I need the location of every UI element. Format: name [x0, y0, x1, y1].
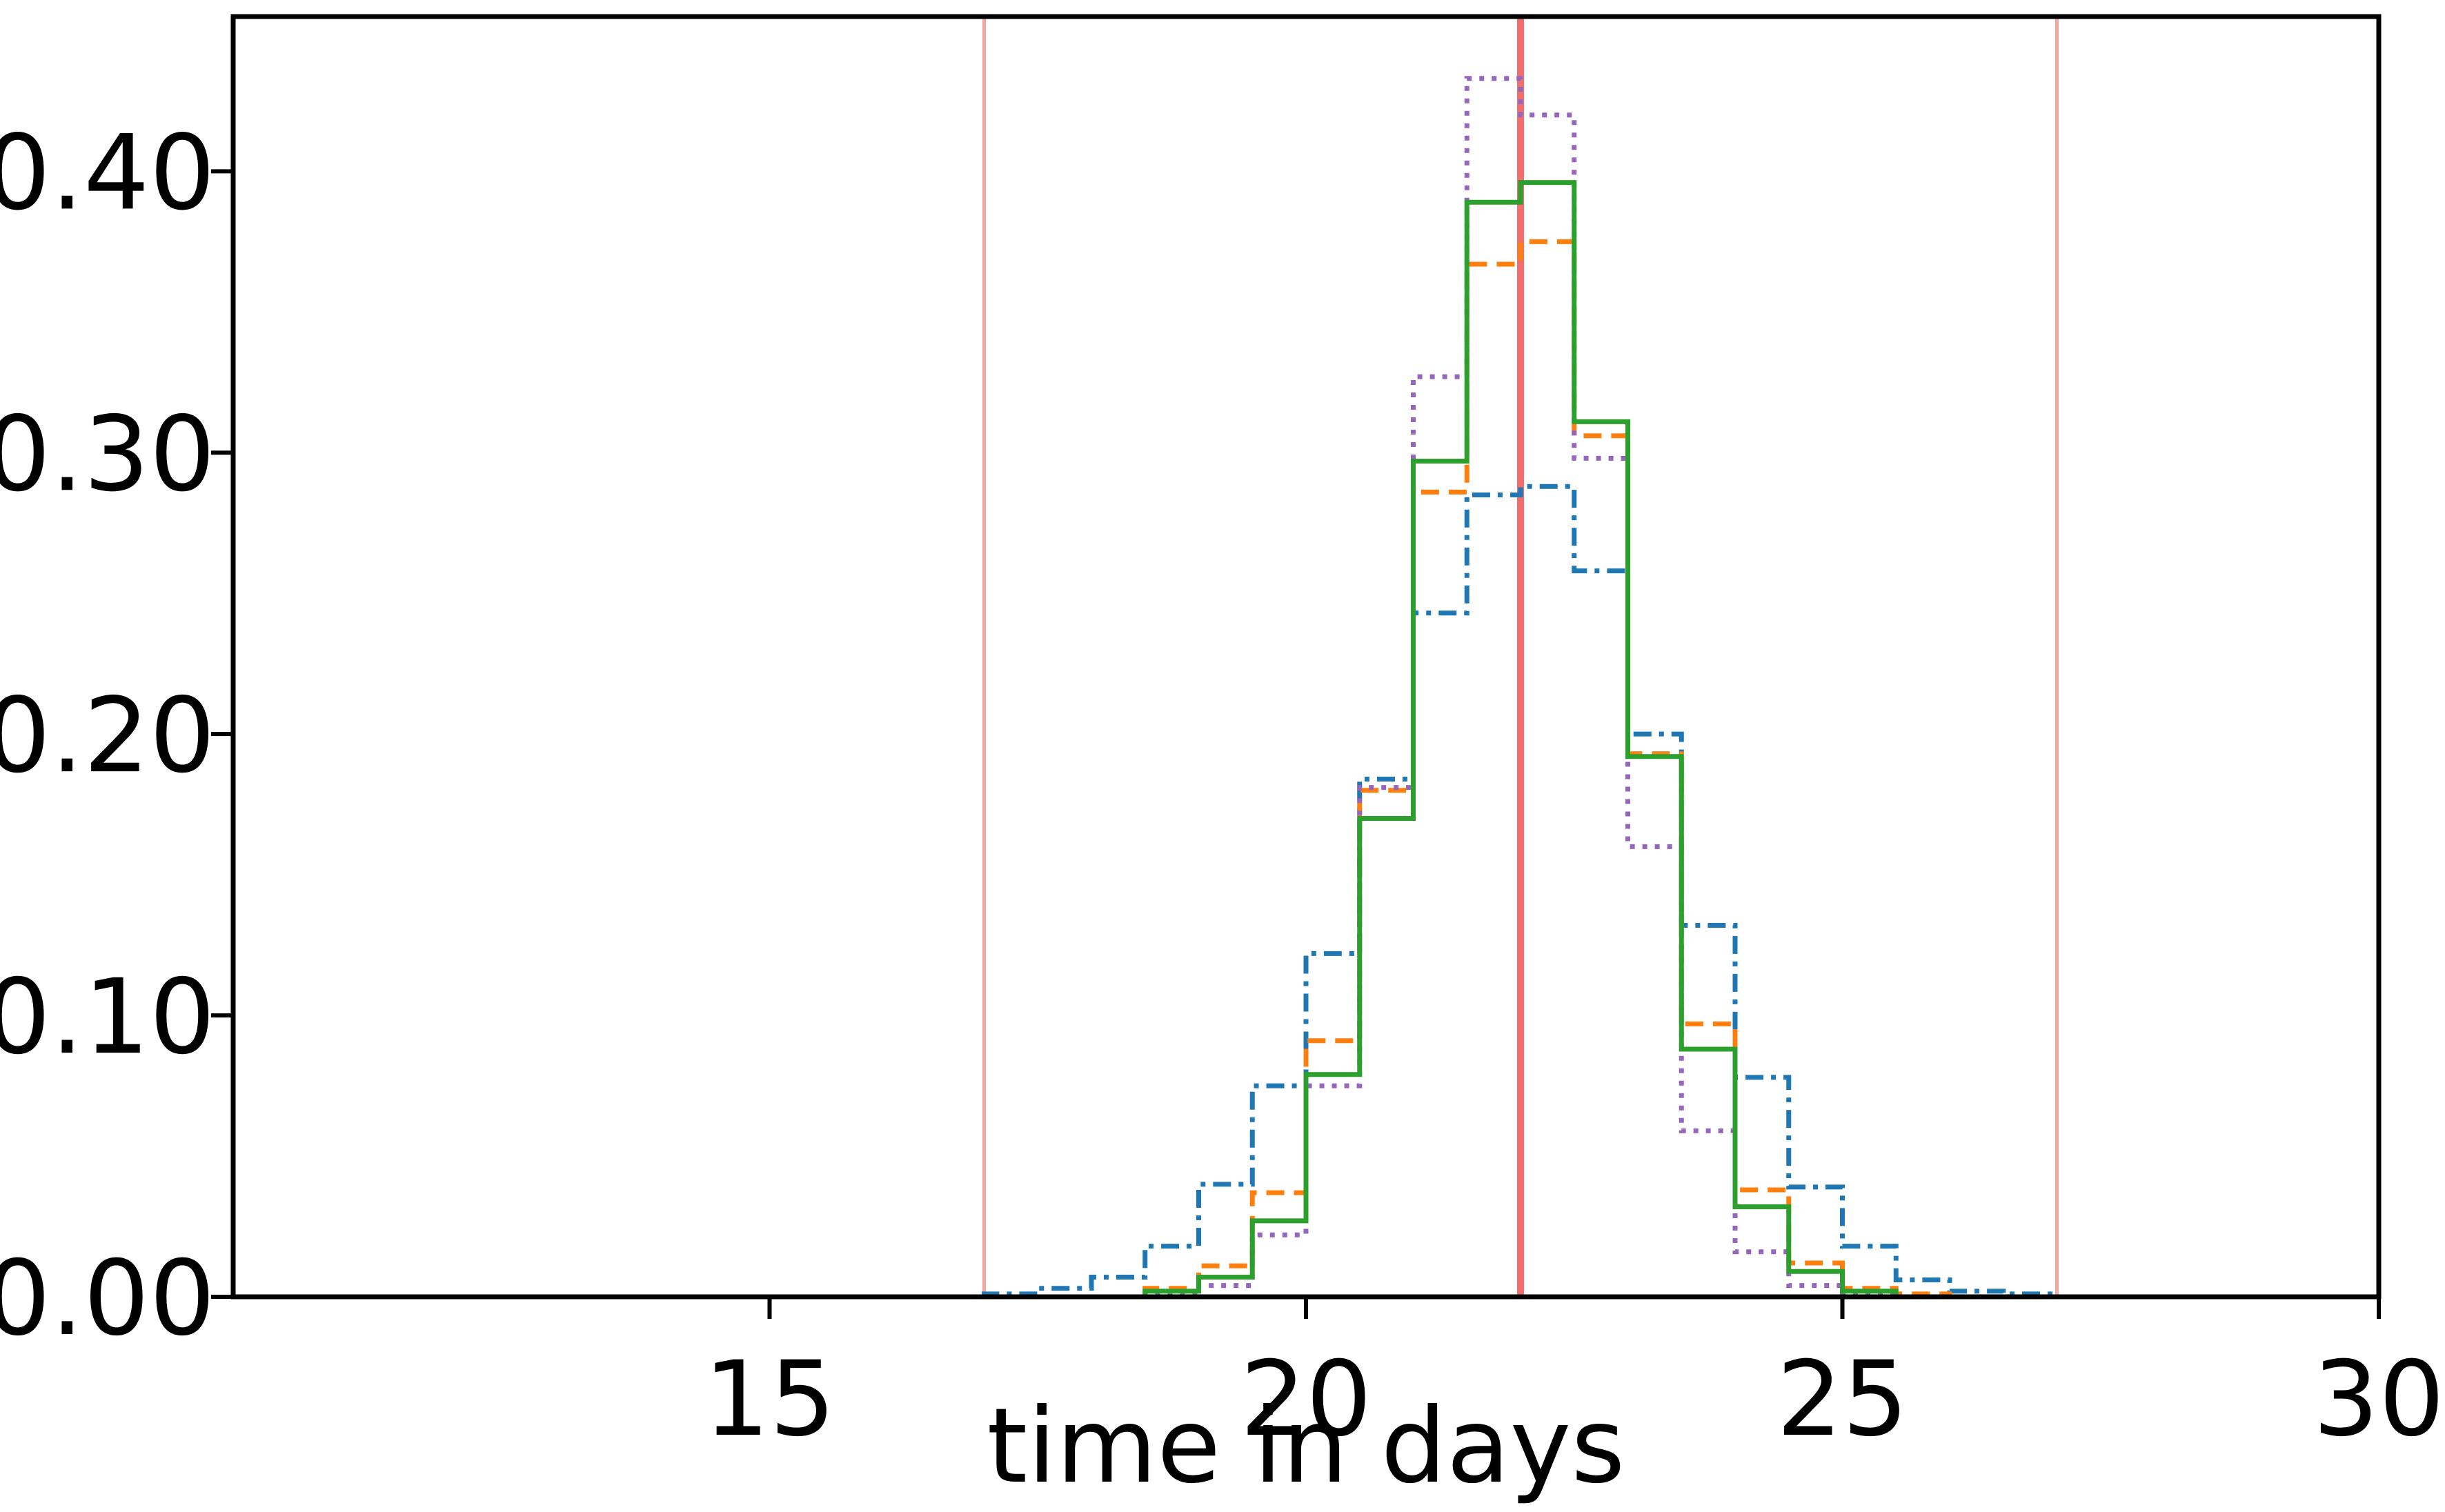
- y-tick-label: 0.30: [0, 395, 215, 515]
- x-tick-label: 15: [704, 1340, 835, 1460]
- y-tick-label: 0.00: [0, 1239, 215, 1359]
- series-0-step: [982, 484, 2059, 1297]
- x-tick-label: 30: [2313, 1340, 2445, 1460]
- x-axis-ticks: 15 20 25 30: [704, 1297, 2444, 1460]
- x-tick-label: 25: [1776, 1340, 1908, 1460]
- y-axis-ticks: 0.00 0.10 0.20 0.30 0.40: [0, 113, 233, 1359]
- x-axis-label: time in days: [987, 1386, 1625, 1506]
- y-tick-label: 0.20: [0, 676, 215, 796]
- series-steps: [982, 76, 2059, 1300]
- series-3-step: [984, 180, 2057, 1300]
- reference-lines: [982, 17, 2059, 1297]
- x-tick-label: 20: [1240, 1340, 1372, 1460]
- y-tick-label: 0.10: [0, 957, 215, 1077]
- y-tick-label: 0.40: [0, 113, 215, 233]
